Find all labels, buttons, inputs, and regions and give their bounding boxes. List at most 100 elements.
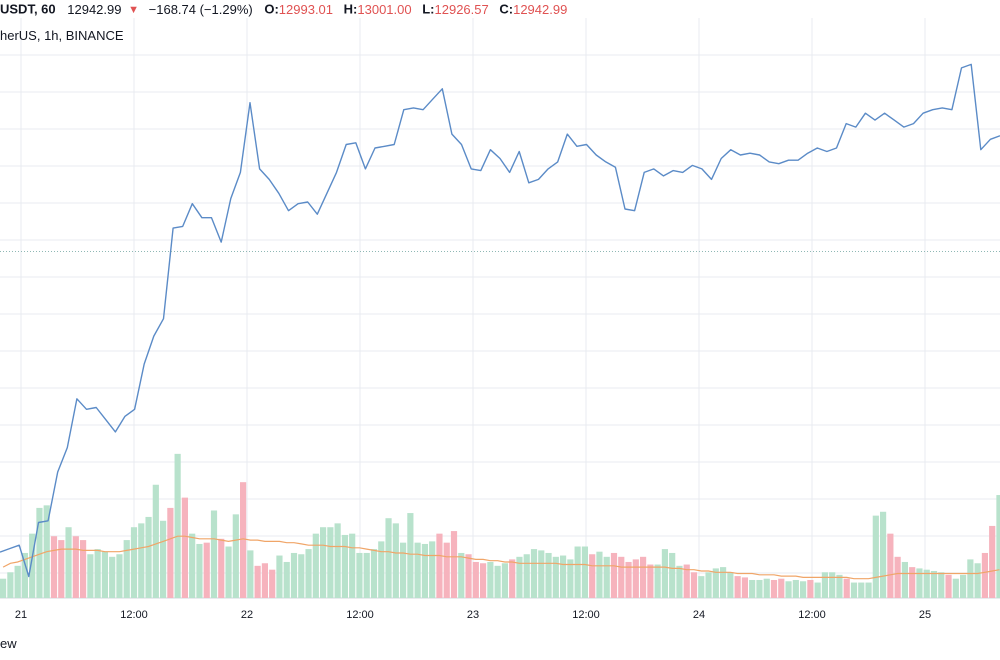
volume-bar <box>734 576 741 598</box>
volume-bar <box>690 572 698 598</box>
volume-bar <box>800 581 807 598</box>
volume-bar <box>516 556 523 598</box>
volume-bar <box>167 507 174 598</box>
volume-bar <box>821 572 828 598</box>
volume-bar <box>967 559 974 598</box>
volume-bar <box>327 527 334 598</box>
open-value: 12993.01 <box>278 1 334 17</box>
volume-bar <box>574 546 581 598</box>
price-change: −168.74 (−1.29%) <box>148 1 253 17</box>
volume-bar <box>720 567 727 598</box>
volume-bar <box>523 554 530 598</box>
price-line <box>0 63 1000 578</box>
close-label: C: <box>499 1 514 17</box>
volume-bar <box>916 568 923 598</box>
volume-bar <box>872 515 879 598</box>
volume-bar <box>792 579 799 598</box>
volume-bar <box>58 540 65 598</box>
volume-bar <box>930 570 938 598</box>
volume-bar <box>858 582 865 598</box>
volume-bar <box>487 561 494 598</box>
volume-bar <box>698 576 705 598</box>
volume-bar <box>145 516 152 598</box>
volume-bar <box>341 534 348 598</box>
last-price: 12942.99 <box>67 1 122 17</box>
volume-bar <box>261 563 268 598</box>
volume-bar <box>203 542 210 598</box>
volume-bar <box>189 533 196 598</box>
x-tick-label: 12:00 <box>120 609 148 621</box>
volume-ma-line <box>2 535 1000 580</box>
volume-bar <box>116 554 123 598</box>
volume-bar <box>901 561 908 598</box>
volume-bar <box>80 540 87 598</box>
volume-bar <box>465 554 472 598</box>
symbol-subtitle: herUS, 1h, BINANCE <box>0 28 124 43</box>
volume-bar <box>756 579 763 598</box>
volume-bar <box>174 453 181 598</box>
volume-bar <box>501 563 508 598</box>
volume-bar <box>960 574 967 598</box>
x-tick-label: 12:00 <box>798 609 826 621</box>
volume-bar <box>334 523 341 598</box>
volume-bar <box>530 549 538 598</box>
volume-bar <box>21 552 28 598</box>
volume-bar <box>458 552 465 598</box>
volume-bar <box>989 525 996 598</box>
low-value: 12926.57 <box>434 1 489 17</box>
volume-bar <box>298 554 305 598</box>
volume-bar <box>560 555 567 598</box>
x-tick-label: 22 <box>240 609 254 621</box>
volume-bar <box>269 569 276 598</box>
volume-bar <box>814 582 821 598</box>
volume-bar <box>160 520 167 598</box>
volume-bar <box>545 552 552 598</box>
volume-bar <box>152 484 159 598</box>
volume-bar <box>181 497 188 598</box>
volume-bar <box>843 578 850 598</box>
volume-bar <box>552 556 559 598</box>
volume-bar <box>320 527 327 598</box>
volume-bar <box>370 549 378 598</box>
x-tick-label: 23 <box>466 609 480 621</box>
volume-bar <box>669 552 676 598</box>
ohlc-header: USDT, 60 12942.99 ▼ −168.74 (−1.29%) O:1… <box>0 0 574 18</box>
volume-bar <box>683 564 690 598</box>
volume-bar <box>603 556 610 598</box>
volume-bar <box>661 549 668 598</box>
volume-bar <box>509 559 516 598</box>
volume-bar <box>385 518 392 598</box>
volume-bar <box>785 581 792 598</box>
volume-bar <box>938 572 945 598</box>
symbol-label: USDT, 60 <box>0 1 56 17</box>
volume-bar <box>363 552 370 598</box>
volume-bar <box>450 531 458 598</box>
volume-bar <box>538 550 545 598</box>
volume-bar <box>429 541 436 598</box>
volume-bar <box>610 552 618 598</box>
volume-bar <box>400 542 407 598</box>
volume-bar <box>7 572 14 598</box>
volume-bar <box>952 578 959 598</box>
volume-bar <box>254 565 261 598</box>
volume-bar <box>232 514 239 598</box>
volume-bar <box>50 536 58 598</box>
volume-bar <box>472 561 479 598</box>
volume-bar <box>225 546 232 598</box>
volume-bar <box>443 542 450 598</box>
volume-bar <box>567 559 574 598</box>
volume-bar <box>130 527 138 598</box>
volume-bar <box>305 549 312 598</box>
volume-bar <box>494 565 501 598</box>
volume-bar <box>109 556 116 598</box>
volume-bar <box>14 565 21 598</box>
footer-text: ew <box>0 636 17 651</box>
volume-bar <box>712 568 719 598</box>
volume-bar <box>894 556 901 598</box>
volume-bar <box>850 582 858 598</box>
volume-bar <box>87 554 94 598</box>
volume-bar <box>414 542 421 598</box>
volume-bar <box>654 564 661 598</box>
volume-bar <box>196 543 203 598</box>
